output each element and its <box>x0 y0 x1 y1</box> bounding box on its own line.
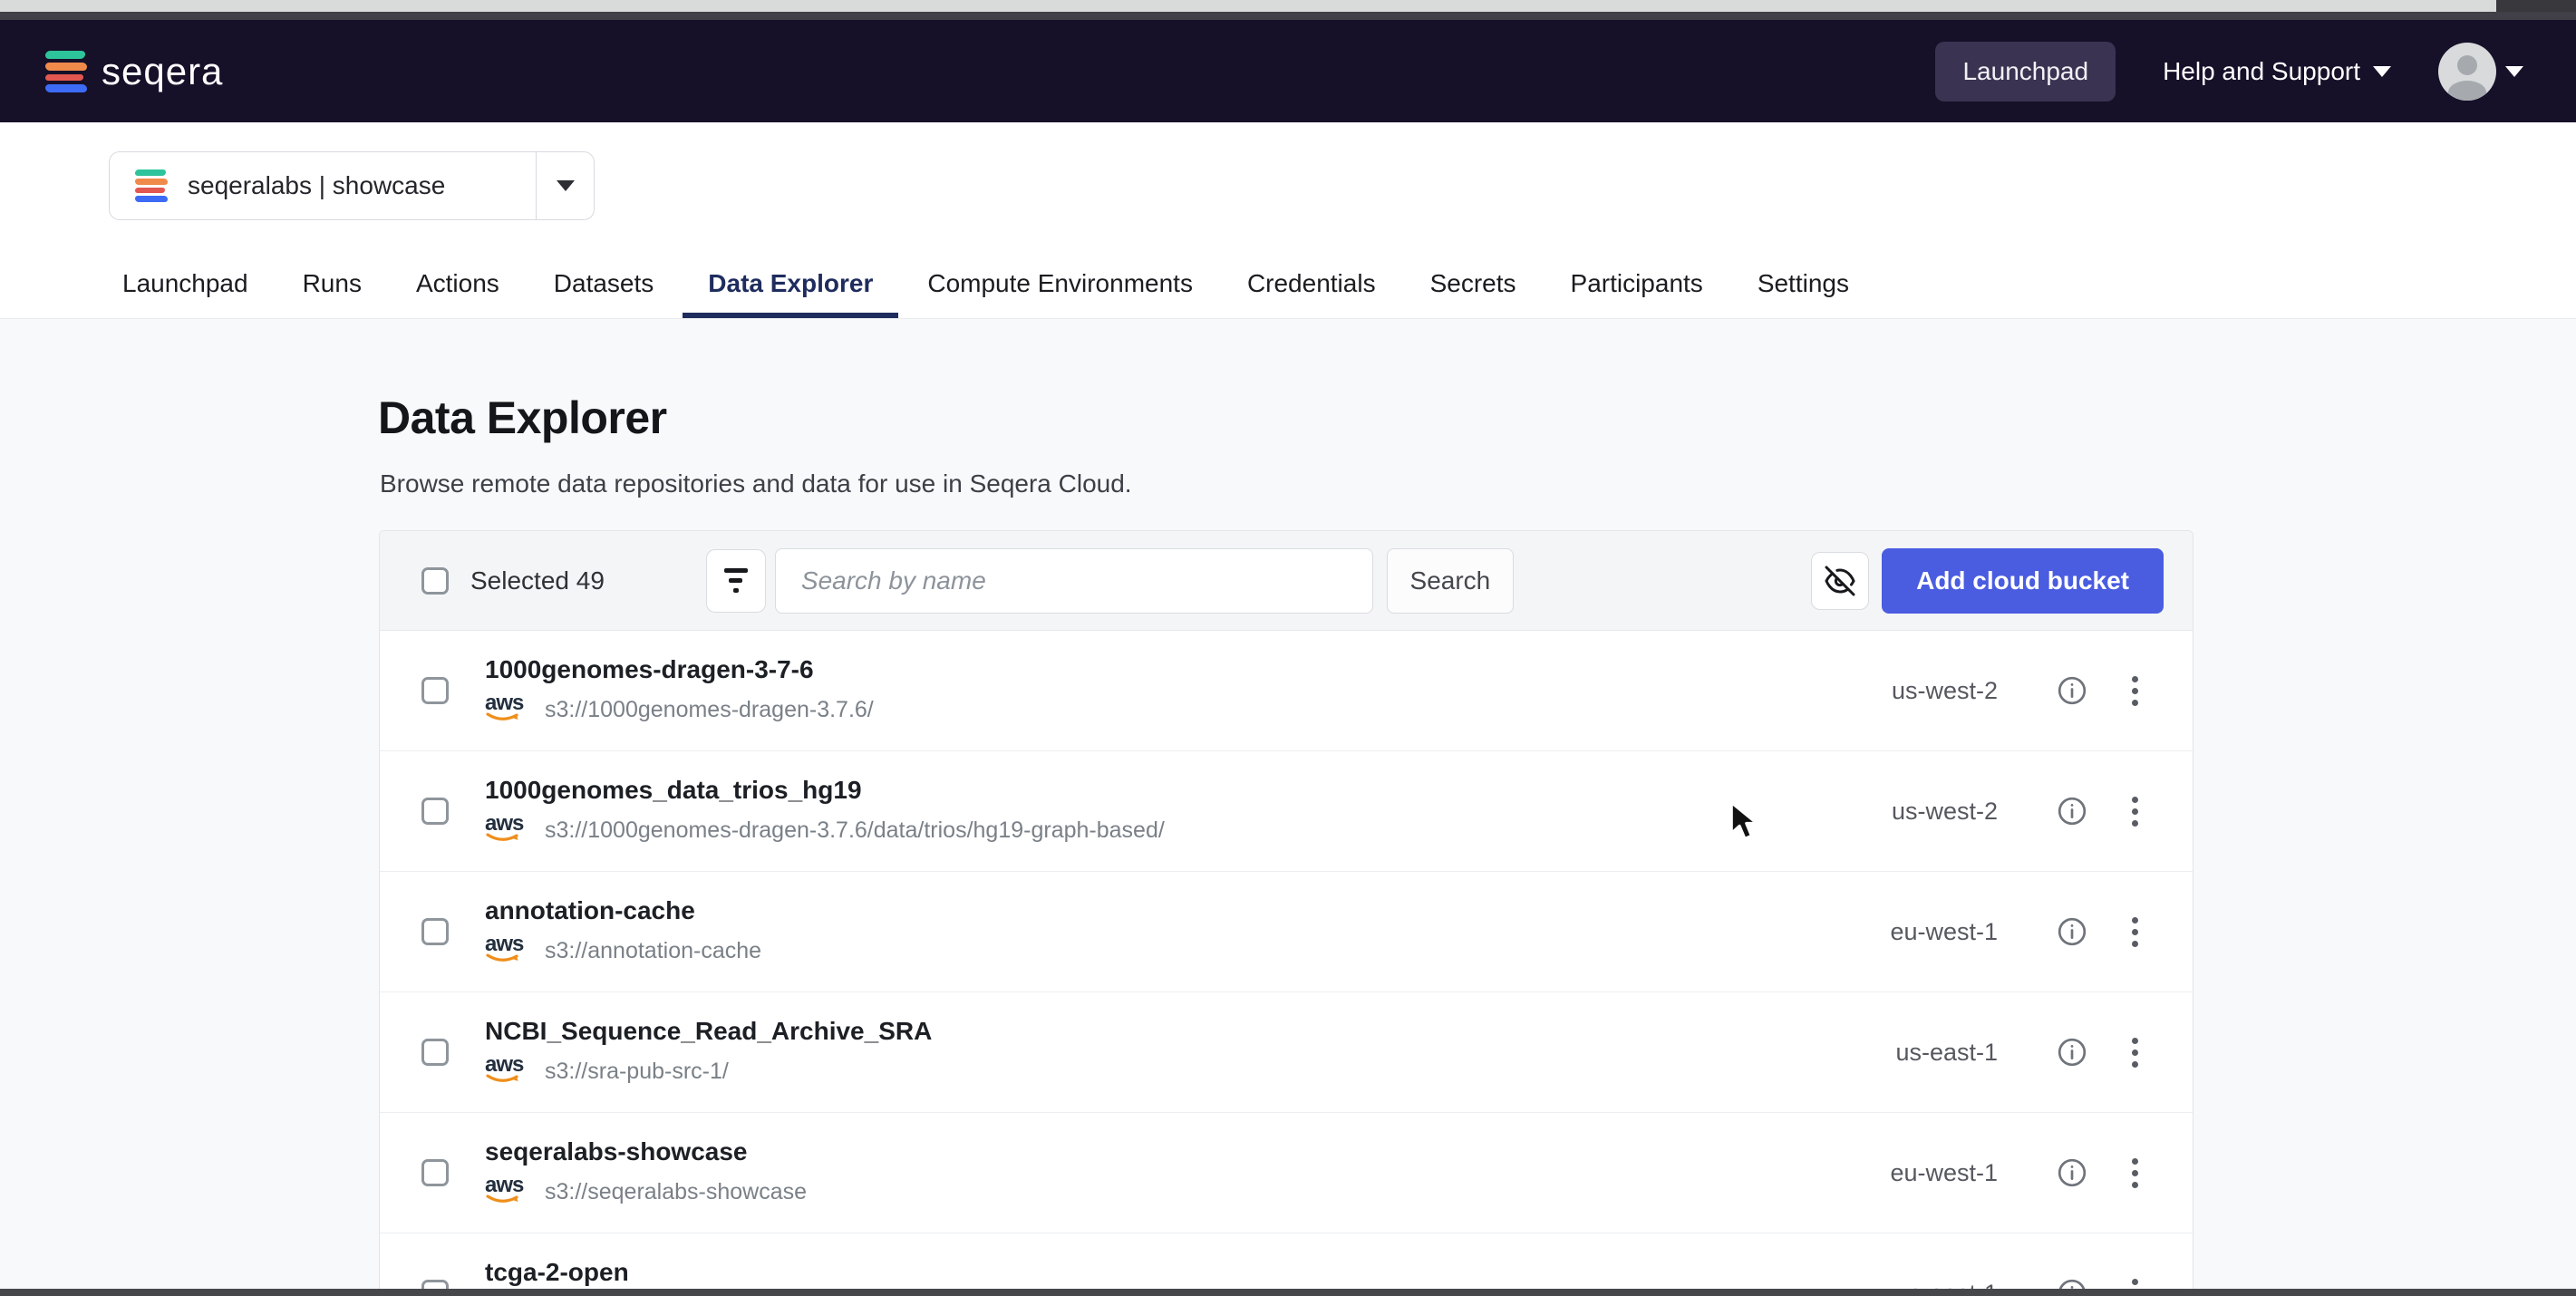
table-row[interactable]: 1000genomes_data_trios_hg19 aws s3://100… <box>380 751 2193 872</box>
page-subtitle: Browse remote data repositories and data… <box>380 469 1132 498</box>
bucket-name[interactable]: NCBI_Sequence_Read_Archive_SRA <box>485 1017 933 1045</box>
hide-buckets-button[interactable] <box>1811 551 1870 610</box>
bucket-path: s3://seqeralabs-showcase <box>545 1178 808 1204</box>
toolbar: Selected 49 Search Add cloud bucket <box>380 531 2193 631</box>
aws-icon: aws <box>485 1054 532 1088</box>
workspace-dropdown-button[interactable] <box>536 152 594 219</box>
data-explorer-card: Selected 49 Search Add cloud bucket 1000… <box>379 530 2193 1289</box>
filter-button[interactable] <box>705 548 766 613</box>
row-checkbox[interactable] <box>421 1159 449 1186</box>
table-row[interactable]: tcga-2-open aws s3://tcga-2-open/ us-eas… <box>380 1233 2193 1289</box>
kebab-menu-icon[interactable] <box>2128 914 2142 951</box>
tab-datasets[interactable]: Datasets <box>553 269 654 297</box>
table-row[interactable]: seqeralabs-showcase aws s3://seqeralabs-… <box>380 1113 2193 1233</box>
main-content: Data Explorer Browse remote data reposit… <box>0 319 2576 1289</box>
table-row[interactable]: NCBI_Sequence_Read_Archive_SRA aws s3://… <box>380 992 2193 1113</box>
bucket-name[interactable]: seqeralabs-showcase <box>485 1137 748 1165</box>
eye-off-icon <box>1825 566 1855 595</box>
info-icon <box>2058 676 2087 705</box>
page-title: Data Explorer <box>378 392 667 443</box>
bucket-region: us-west-2 <box>1891 797 1998 825</box>
bucket-path: s3://1000genomes-dragen-3.7.6/ <box>545 696 874 722</box>
bucket-region: us-east-1 <box>1895 1038 1998 1066</box>
chevron-down-icon <box>2505 65 2523 77</box>
aws-icon: aws <box>485 692 532 726</box>
info-button[interactable] <box>2056 1036 2088 1069</box>
tab-runs[interactable]: Runs <box>302 269 362 297</box>
row-checkbox[interactable] <box>421 1039 449 1066</box>
aws-icon: aws <box>485 813 532 846</box>
filter-icon <box>723 568 748 593</box>
row-checkbox[interactable] <box>421 1280 449 1289</box>
bucket-region: eu-west-1 <box>1890 1158 1998 1186</box>
chevron-down-icon <box>2373 65 2391 77</box>
info-button[interactable] <box>2056 915 2088 948</box>
tab-actions[interactable]: Actions <box>415 269 499 297</box>
top-navbar: seqera Launchpad Help and Support <box>0 20 2576 122</box>
info-icon <box>2058 797 2087 826</box>
aws-icon: aws <box>485 1175 532 1208</box>
user-avatar-menu[interactable] <box>2438 42 2523 101</box>
launchpad-button[interactable]: Launchpad <box>1935 41 2116 102</box>
bucket-path: s3://annotation-cache <box>545 937 762 963</box>
header-band: seqeralabs | showcase Launchpad Runs Actio… <box>0 122 2576 319</box>
bucket-list: 1000genomes-dragen-3-7-6 aws s3://1000ge… <box>380 631 2193 1289</box>
info-button[interactable] <box>2056 795 2088 827</box>
avatar <box>2438 42 2496 101</box>
select-all-checkbox[interactable] <box>421 566 449 595</box>
chevron-down-icon <box>556 180 575 191</box>
help-and-support-menu[interactable]: Help and Support <box>2163 57 2391 86</box>
tab-data-explorer[interactable]: Data Explorer <box>683 269 899 318</box>
tab-compute-environments[interactable]: Compute Environments <box>927 269 1193 297</box>
row-checkbox[interactable] <box>421 918 449 945</box>
workspace-logo-icon <box>134 169 169 202</box>
bucket-name[interactable]: annotation-cache <box>485 896 695 924</box>
browser-chrome-strip <box>0 12 2576 20</box>
add-cloud-bucket-button[interactable]: Add cloud bucket <box>1882 547 2164 614</box>
workspace-selector[interactable]: seqeralabs | showcase <box>109 151 595 220</box>
kebab-menu-icon[interactable] <box>2128 1034 2142 1071</box>
browser-chrome-corner <box>2496 0 2576 12</box>
tab-participants[interactable]: Participants <box>1570 269 1703 297</box>
bucket-name[interactable]: tcga-2-open <box>485 1258 629 1286</box>
browser-chrome-top <box>0 0 2576 12</box>
info-icon <box>2058 1158 2087 1187</box>
tab-bar: Launchpad Runs Actions Datasets Data Explore… <box>97 269 1874 318</box>
aws-icon: aws <box>485 933 532 967</box>
bucket-name[interactable]: 1000genomes-dragen-3-7-6 <box>485 655 814 683</box>
brand-name: seqera <box>102 49 224 92</box>
bucket-region: eu-west-1 <box>1890 917 1998 945</box>
info-icon <box>2058 1279 2086 1289</box>
info-button[interactable] <box>2056 674 2088 707</box>
seqera-brand[interactable]: seqera <box>44 49 224 93</box>
bucket-region: us-west-2 <box>1891 676 1998 704</box>
info-icon <box>2058 917 2087 946</box>
workspace-name: seqeralabs | showcase <box>188 171 446 199</box>
help-and-support-label: Help and Support <box>2163 56 2360 85</box>
kebab-menu-icon[interactable] <box>2128 793 2142 830</box>
bottom-edge-strip <box>0 1289 2576 1296</box>
bucket-region: us-east-1 <box>1895 1280 1998 1290</box>
seqera-logo-icon <box>44 50 88 92</box>
row-checkbox[interactable] <box>421 798 449 825</box>
info-button[interactable] <box>2056 1156 2088 1189</box>
tab-credentials[interactable]: Credentials <box>1246 269 1376 297</box>
table-row[interactable]: annotation-cache aws s3://annotation-cac… <box>380 872 2193 992</box>
info-button[interactable] <box>2056 1277 2088 1289</box>
kebab-menu-icon[interactable] <box>2128 1155 2142 1192</box>
search-button[interactable]: Search <box>1386 547 1514 614</box>
info-icon <box>2058 1038 2087 1067</box>
row-checkbox[interactable] <box>421 677 449 704</box>
selected-count-label: Selected 49 <box>470 566 605 595</box>
tab-settings[interactable]: Settings <box>1757 269 1849 297</box>
bucket-name[interactable]: 1000genomes_data_trios_hg19 <box>485 776 862 804</box>
bucket-path: s3://1000genomes-dragen-3.7.6/data/trios… <box>545 817 1165 843</box>
tab-secrets[interactable]: Secrets <box>1429 269 1516 297</box>
bucket-path: s3://sra-pub-src-1/ <box>545 1058 729 1084</box>
table-row[interactable]: 1000genomes-dragen-3-7-6 aws s3://1000ge… <box>380 631 2193 751</box>
search-input[interactable] <box>774 547 1373 614</box>
kebab-menu-icon[interactable] <box>2128 672 2142 710</box>
kebab-menu-icon[interactable] <box>2128 1275 2142 1290</box>
tab-launchpad[interactable]: Launchpad <box>122 269 248 297</box>
